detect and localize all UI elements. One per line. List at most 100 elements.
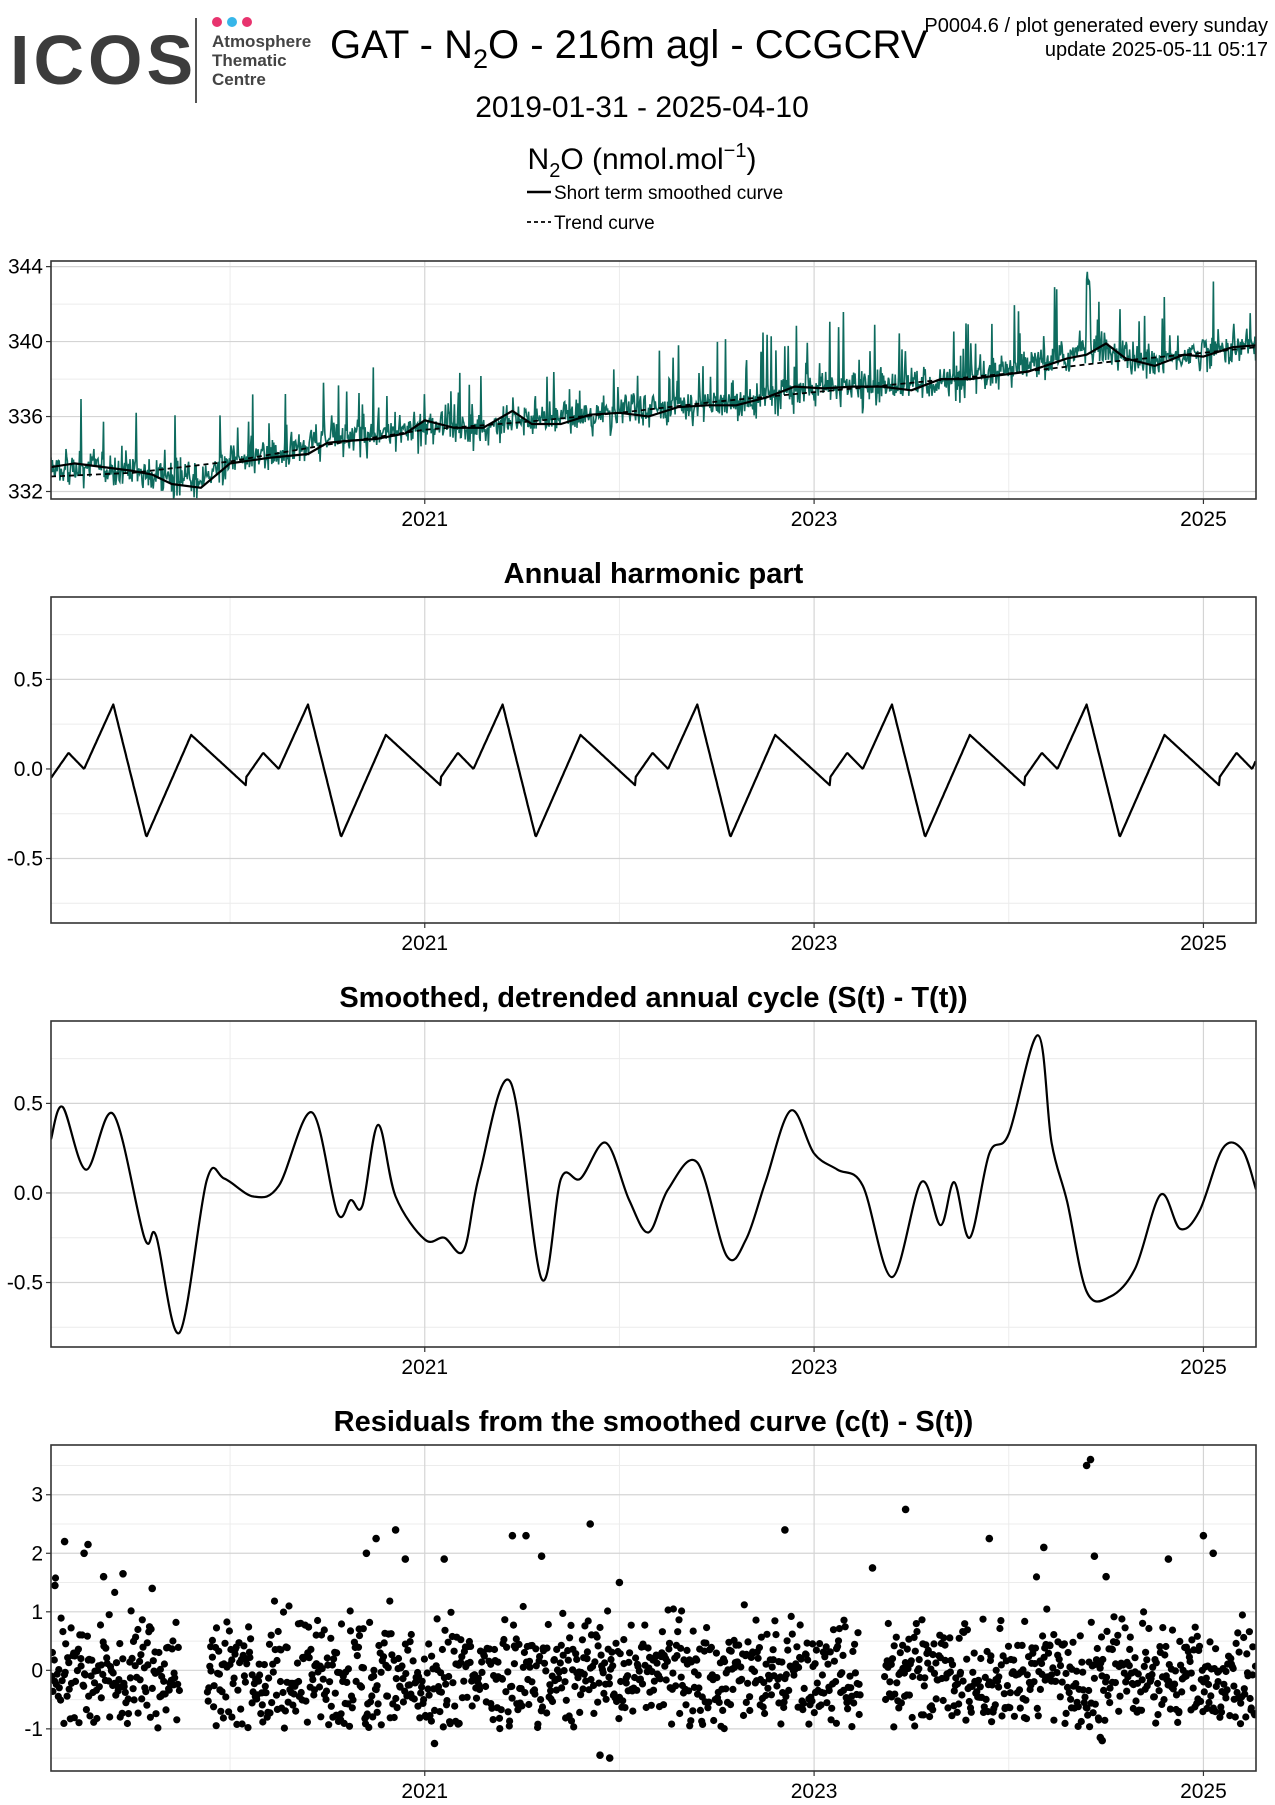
residual-point — [1137, 1706, 1146, 1714]
residual-point — [443, 1697, 451, 1705]
residual-point — [451, 1702, 459, 1710]
residual-point — [653, 1659, 661, 1667]
residual-point — [856, 1691, 864, 1699]
residual-point — [1140, 1662, 1148, 1670]
residual-point — [762, 1691, 770, 1700]
residual-point — [225, 1627, 233, 1635]
residual-point — [394, 1654, 403, 1663]
residual-point — [911, 1722, 919, 1730]
residual-point — [326, 1678, 334, 1686]
residual-point — [695, 1684, 703, 1692]
residual-point — [911, 1647, 919, 1655]
residual-point — [455, 1719, 463, 1727]
residual-point — [528, 1678, 536, 1686]
residual-point — [590, 1709, 598, 1717]
residual-point — [383, 1692, 392, 1700]
residual-point — [1034, 1712, 1042, 1720]
residual-point — [518, 1702, 526, 1710]
residual-point — [760, 1678, 768, 1687]
residual-point — [683, 1646, 691, 1654]
residual-point — [478, 1668, 486, 1676]
residual-point — [410, 1695, 418, 1703]
residual-point-outlier — [985, 1534, 994, 1543]
residual-point — [780, 1698, 788, 1706]
residual-point — [672, 1682, 680, 1690]
panel-annual-harmonic: -0.5 0.0 0.5 2021 2023 2025 Annual harmonic pa… — [7, 558, 1257, 955]
residual-point — [506, 1717, 514, 1725]
residual-point — [1044, 1649, 1053, 1657]
residual-point — [370, 1666, 378, 1674]
residual-point — [1108, 1645, 1116, 1654]
residual-point — [289, 1701, 297, 1709]
panel-title: Annual harmonic part — [504, 558, 804, 590]
residual-point — [918, 1616, 926, 1624]
residual-point — [1195, 1642, 1204, 1650]
residual-point — [1031, 1644, 1040, 1652]
residual-point-outlier — [401, 1555, 410, 1563]
residual-point — [840, 1616, 848, 1624]
residual-point — [1086, 1723, 1094, 1731]
residual-point — [619, 1697, 627, 1705]
residual-point — [890, 1723, 898, 1731]
residual-point — [1047, 1671, 1055, 1679]
residual-point — [559, 1609, 567, 1617]
residual-point — [138, 1616, 146, 1624]
residual-point — [974, 1676, 983, 1684]
residual-point — [644, 1644, 652, 1652]
residual-point-outlier — [901, 1505, 910, 1514]
residual-point — [1039, 1632, 1047, 1640]
residual-point — [953, 1708, 961, 1716]
residual-point — [955, 1700, 963, 1708]
residual-point — [67, 1624, 75, 1632]
residual-point — [1191, 1623, 1199, 1631]
residual-point — [665, 1645, 673, 1653]
residual-point — [1065, 1689, 1073, 1697]
y-tick-label: 3 — [31, 1484, 43, 1507]
residual-point — [322, 1687, 331, 1695]
residual-point — [51, 1648, 56, 1657]
x-tick-label: 2023 — [791, 1356, 838, 1379]
residual-point — [409, 1657, 417, 1665]
residual-point-outlier — [586, 1520, 594, 1528]
residual-point — [992, 1666, 1000, 1674]
residual-point — [832, 1678, 840, 1686]
residual-point — [648, 1668, 656, 1676]
residual-point — [1140, 1608, 1148, 1616]
residual-point — [881, 1673, 889, 1681]
residual-point — [71, 1677, 80, 1685]
residual-point — [897, 1699, 906, 1707]
residual-point — [1022, 1715, 1031, 1723]
residual-point — [1222, 1694, 1230, 1702]
residual-point-outlier — [1199, 1531, 1208, 1540]
residual-point — [208, 1636, 216, 1644]
residual-point — [658, 1628, 667, 1636]
residual-point — [83, 1632, 91, 1640]
residual-point — [602, 1695, 610, 1703]
residual-point — [816, 1640, 824, 1648]
residual-point — [497, 1706, 505, 1714]
residual-point — [977, 1654, 985, 1663]
residual-point — [1161, 1651, 1169, 1659]
y-tick-label: -1 — [24, 1718, 43, 1741]
x-tick-label: 2023 — [791, 1780, 838, 1800]
residual-point — [88, 1656, 96, 1664]
residual-point — [685, 1687, 693, 1695]
residual-point — [437, 1688, 445, 1696]
residual-point — [144, 1661, 152, 1669]
residual-point — [143, 1639, 151, 1647]
residual-point — [230, 1674, 238, 1682]
residual-point — [387, 1630, 395, 1638]
residual-point — [466, 1658, 474, 1666]
residual-point — [687, 1717, 695, 1725]
residual-point — [240, 1642, 248, 1650]
residual-point — [1000, 1690, 1008, 1698]
residual-point — [1176, 1637, 1184, 1645]
residual-point-outlier — [615, 1578, 624, 1587]
residual-point — [1046, 1642, 1054, 1650]
residual-point — [174, 1643, 182, 1651]
residual-point — [1060, 1640, 1068, 1648]
residual-point — [959, 1677, 967, 1685]
residual-point — [574, 1674, 582, 1682]
residual-point-outlier — [362, 1549, 371, 1558]
residual-point — [922, 1641, 930, 1649]
